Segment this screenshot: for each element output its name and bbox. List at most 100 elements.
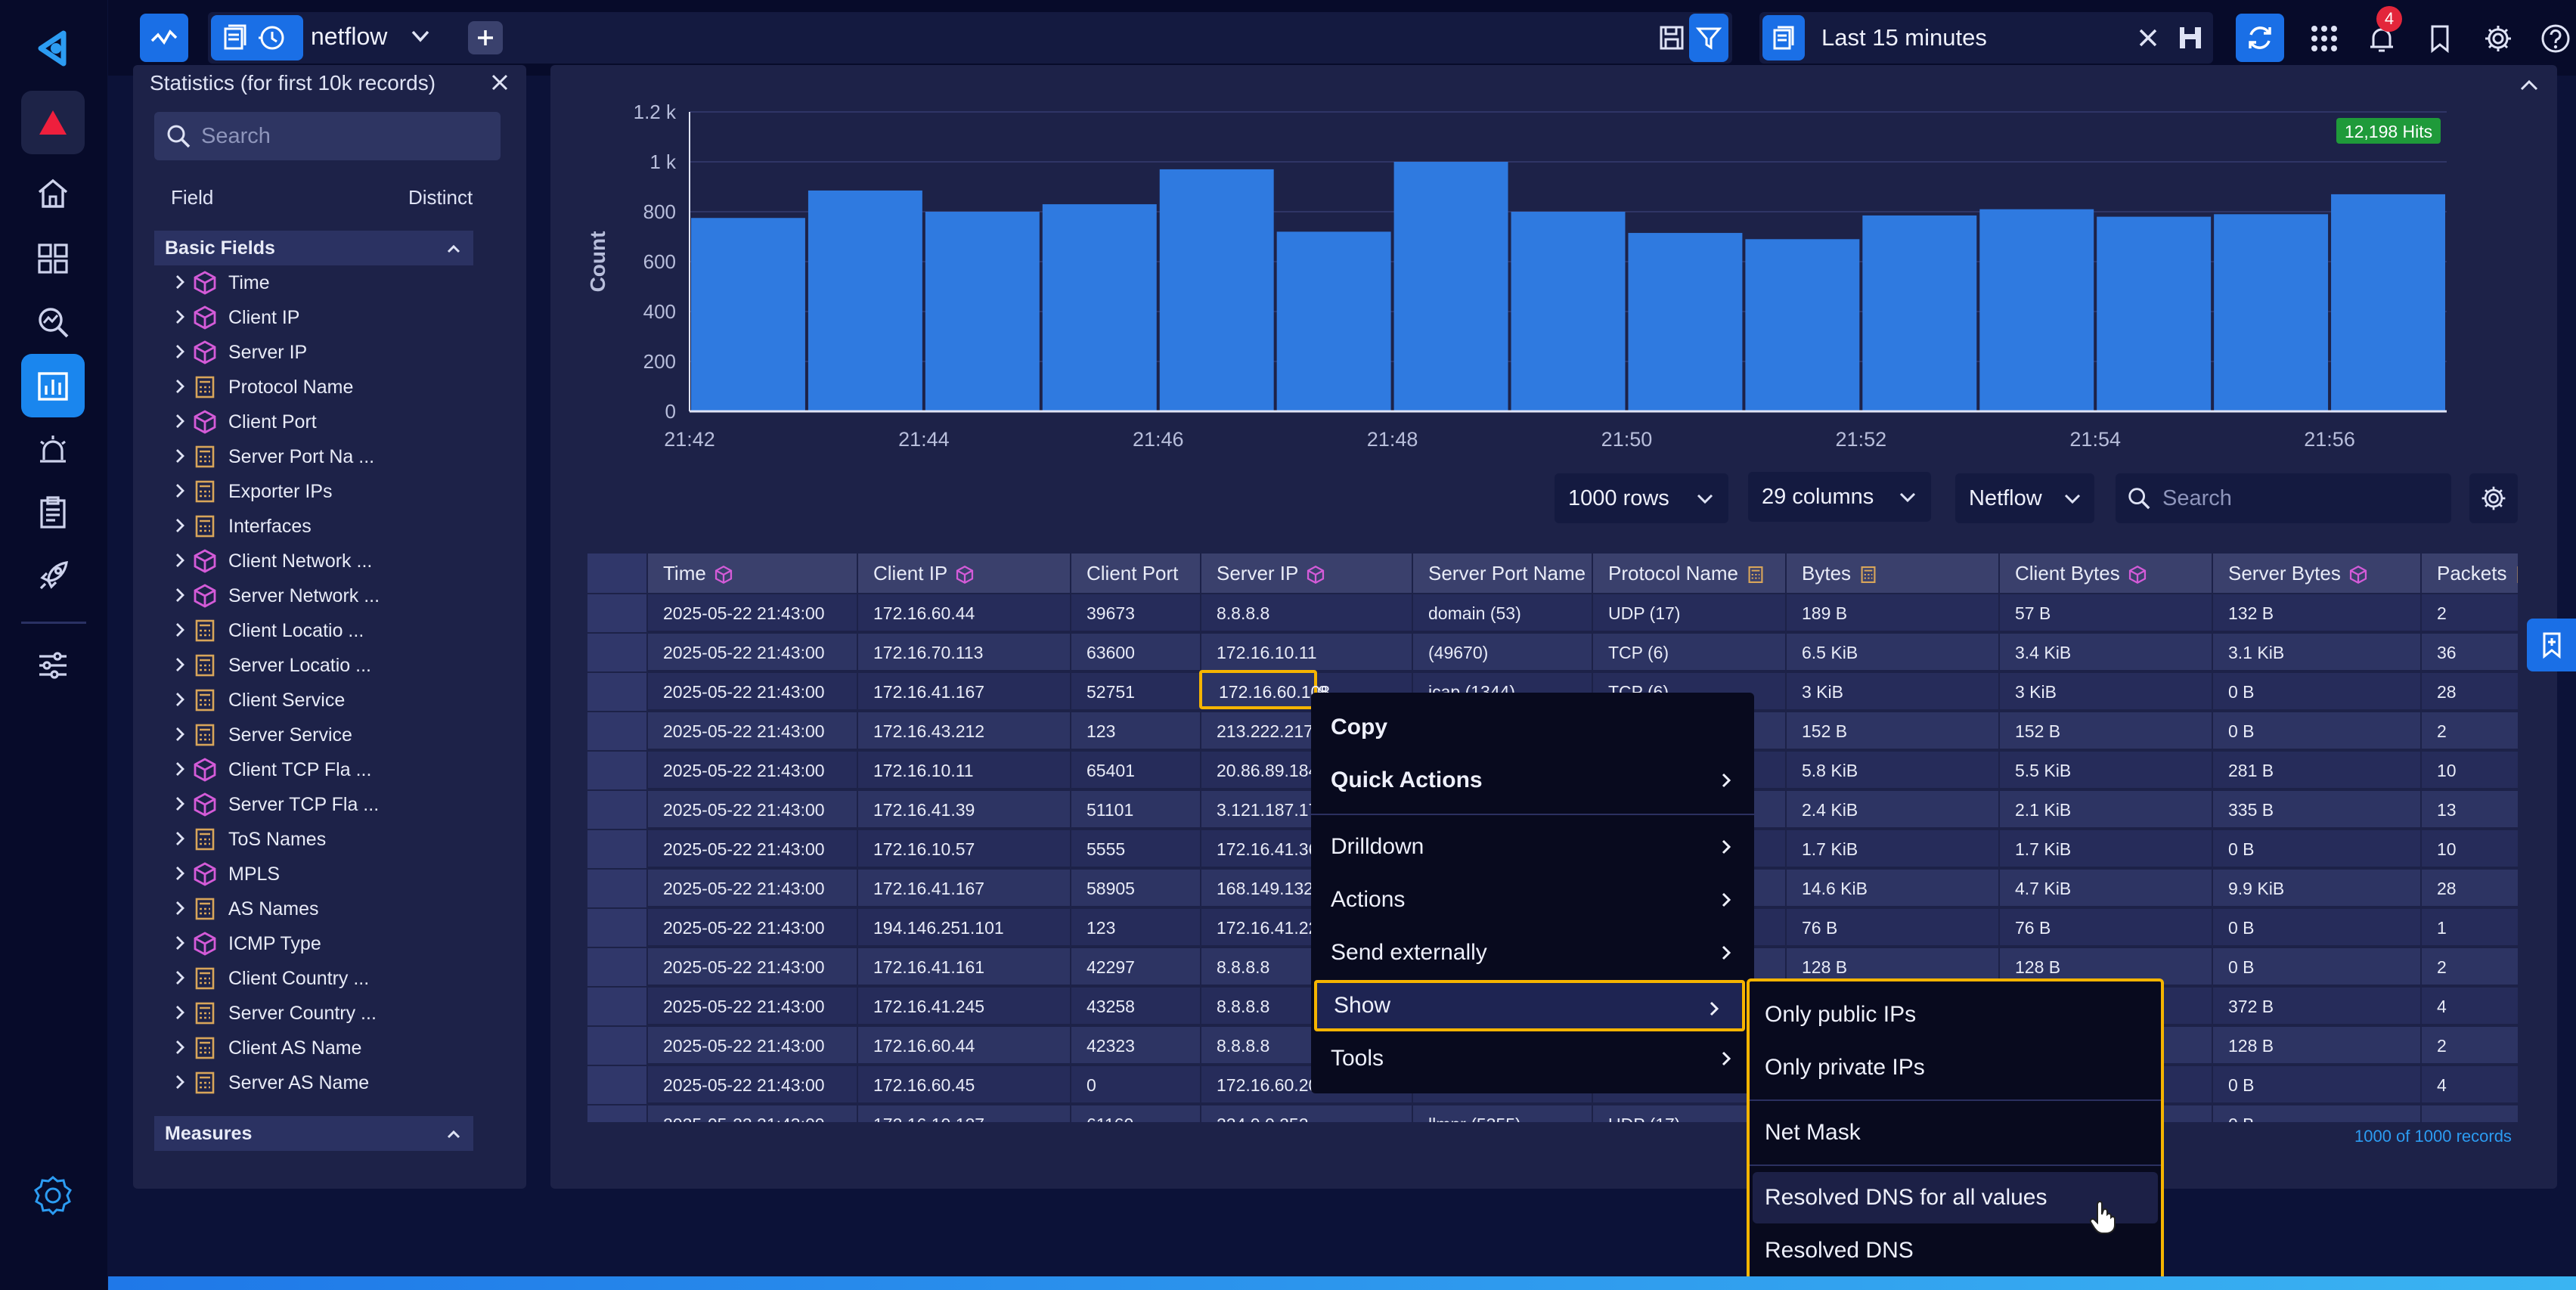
collapse-chart-icon[interactable]	[2516, 73, 2542, 98]
field-row[interactable]: Client Service1	[169, 682, 593, 717]
table-cell[interactable]: 76 B	[1998, 909, 2212, 947]
columns-select[interactable]: 29 columns	[1748, 472, 1931, 522]
field-name[interactable]: Client Port	[228, 411, 317, 433]
chevron-right-icon[interactable]	[169, 689, 191, 710]
field-name[interactable]: Server TCP Fla ...	[228, 794, 380, 815]
chevron-right-icon[interactable]	[169, 619, 191, 640]
row-select-cell[interactable]	[586, 870, 646, 907]
field-row[interactable]: Interfaces11	[169, 508, 593, 543]
table-row[interactable]: 2025-05-22 21:43:00172.16.10.12761160224…	[586, 1104, 2518, 1122]
field-name[interactable]: Server IP	[228, 342, 308, 363]
field-row[interactable]: Client Locatio ...1	[169, 612, 593, 647]
row-select-cell[interactable]	[586, 634, 646, 671]
field-name[interactable]: Client Locatio ...	[228, 620, 364, 641]
table-cell[interactable]: TCP (6)	[1592, 634, 1785, 671]
row-select-cell[interactable]	[586, 791, 646, 829]
table-cell[interactable]: 224.0.0.252	[1200, 1105, 1412, 1122]
datasource-name[interactable]: netflow	[311, 23, 388, 50]
table-cell[interactable]: 2	[2420, 948, 2518, 986]
chevron-right-icon[interactable]	[169, 445, 191, 467]
submenu-item-only-private-ips[interactable]: Only private IPs	[1750, 1042, 2161, 1093]
table-cell[interactable]: 51101	[1070, 791, 1200, 829]
chevron-right-icon[interactable]	[169, 863, 191, 884]
field-name[interactable]: MPLS	[228, 864, 281, 885]
submenu-item-resolved-dns-all-values[interactable]: Resolved DNS for all values	[1753, 1172, 2158, 1223]
table-cell[interactable]: 8.8.8.8	[1200, 1027, 1412, 1065]
row-select-cell[interactable]	[586, 1105, 646, 1122]
table-cell[interactable]: 172.16.41.228	[1200, 909, 1412, 947]
table-cell[interactable]: 0 B	[2212, 1105, 2420, 1122]
field-row[interactable]: Client TCP Fla ...14	[169, 752, 593, 786]
chevron-right-icon[interactable]	[169, 793, 191, 814]
field-row[interactable]: Server IP407	[169, 334, 593, 369]
submenu-item-net-mask[interactable]: Net Mask	[1750, 1107, 2161, 1158]
field-row[interactable]: MPLS1	[169, 856, 593, 891]
field-row[interactable]: Protocol Name5	[169, 369, 593, 404]
gear-icon[interactable]	[2482, 23, 2514, 54]
time-range-picker[interactable]	[1759, 12, 2213, 64]
table-cell[interactable]: 0 B	[2212, 1066, 2420, 1104]
table-cell[interactable]: 172.16.70.113	[857, 634, 1070, 671]
menu-item-quick-actions[interactable]: Quick Actions	[1311, 755, 1754, 806]
chevron-right-icon[interactable]	[169, 480, 191, 501]
chevron-right-icon[interactable]	[169, 1037, 191, 1058]
bookmark-icon[interactable]	[2425, 23, 2455, 54]
field-name[interactable]: Server Port Na ...	[228, 446, 375, 467]
column-header[interactable]: Server IP	[1200, 554, 1412, 593]
table-cell[interactable]: 172.16.10.127	[857, 1105, 1070, 1122]
field-row[interactable]: Client Network ...1	[169, 543, 593, 578]
menu-item-show[interactable]: Show	[1314, 980, 1745, 1031]
table-cell[interactable]: 152 B	[1785, 712, 1998, 750]
column-header[interactable]: Server Port Name	[1412, 554, 1592, 593]
alert-icon[interactable]	[21, 91, 85, 154]
table-cell[interactable]: UDP (17)	[1592, 594, 1785, 632]
field-row[interactable]: ICMP Type4	[169, 926, 593, 960]
field-name[interactable]: AS Names	[228, 898, 319, 919]
save-query-icon[interactable]	[1657, 23, 1687, 53]
table-cell[interactable]: 2025-05-22 21:43:00	[646, 1105, 857, 1122]
table-cell[interactable]: (49670)	[1412, 634, 1592, 671]
field-row[interactable]: Server Network ...1	[169, 578, 593, 612]
distinct-column-header[interactable]: Distinct	[408, 186, 473, 209]
table-cell[interactable]: 2	[2420, 594, 2518, 632]
field-name[interactable]: Client Country ...	[228, 968, 370, 989]
table-cell[interactable]: 213.222.217.1	[1200, 712, 1412, 750]
table-cell[interactable]: 372 B	[2212, 988, 2420, 1025]
table-cell[interactable]: 172.16.60.44	[857, 1027, 1070, 1065]
row-select-cell[interactable]	[586, 1066, 646, 1104]
field-name[interactable]: Time	[228, 272, 270, 293]
chevron-right-icon[interactable]	[169, 411, 191, 432]
field-row[interactable]: Server Port Na ...63	[169, 439, 593, 473]
chevron-right-icon[interactable]	[169, 898, 191, 919]
table-cell[interactable]: 4	[2420, 988, 2518, 1025]
field-row[interactable]: ToS Names1	[169, 821, 593, 856]
table-cell[interactable]: 0	[1070, 1066, 1200, 1104]
filter-icon[interactable]	[1689, 14, 1728, 62]
table-cell[interactable]: 1	[2420, 909, 2518, 947]
table-cell[interactable]: 2.1 KiB	[1998, 791, 2212, 829]
table-cell[interactable]: 1.7 KiB	[1785, 830, 1998, 868]
chevron-right-icon[interactable]	[169, 306, 191, 327]
table-cell[interactable]: 13	[2420, 791, 2518, 829]
table-cell[interactable]: 2025-05-22 21:43:00	[646, 870, 857, 907]
field-name[interactable]: ToS Names	[228, 829, 327, 850]
table-cell[interactable]: 2025-05-22 21:43:00	[646, 1027, 857, 1065]
table-cell[interactable]: 52751	[1070, 673, 1200, 711]
rocket-icon[interactable]	[21, 544, 85, 608]
table-cell[interactable]: 0 B	[2212, 673, 2420, 711]
submenu-item-resolved-dns[interactable]: Resolved DNS	[1750, 1225, 2161, 1276]
column-header[interactable]: Client IP	[857, 554, 1070, 593]
table-cell[interactable]: domain (53)	[1412, 594, 1592, 632]
chevron-right-icon[interactable]	[169, 758, 191, 780]
field-row[interactable]: Server Country ...14	[169, 995, 593, 1030]
table-cell[interactable]: 3.121.187.176	[1200, 791, 1412, 829]
table-cell[interactable]: 128 B	[1998, 948, 2212, 986]
discover-search-icon[interactable]	[21, 290, 85, 354]
field-name[interactable]: ICMP Type	[228, 933, 321, 954]
table-cell[interactable]: 2	[2420, 1027, 2518, 1065]
field-row[interactable]: Exporter IPs3	[169, 473, 593, 508]
table-cell[interactable]: 2025-05-22 21:43:00	[646, 594, 857, 632]
table-cell[interactable]: 172.16.41.167	[857, 673, 1070, 711]
field-column-header[interactable]: Field	[171, 186, 214, 209]
table-cell[interactable]: 14.6 KiB	[1785, 870, 1998, 907]
